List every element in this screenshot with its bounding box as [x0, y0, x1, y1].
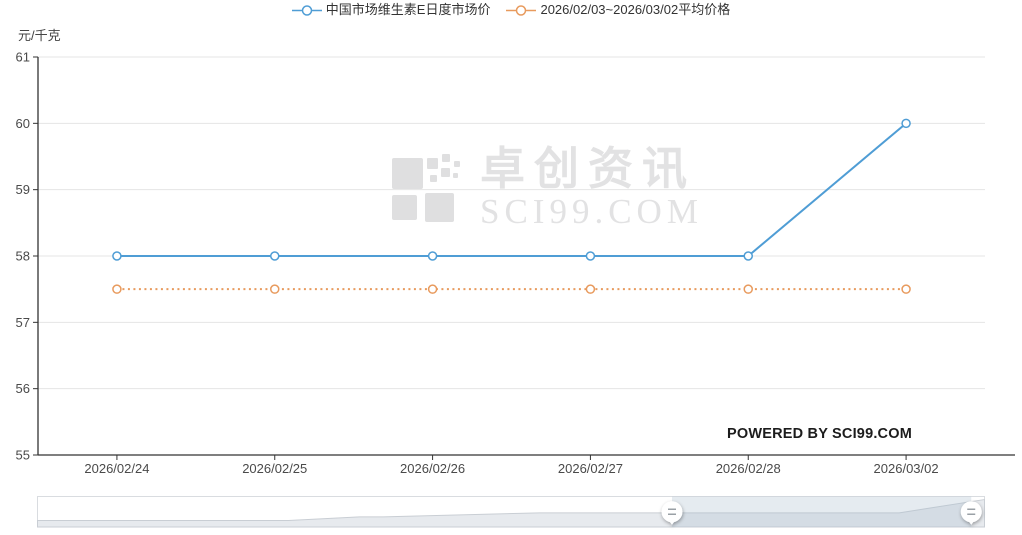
- svg-text:2026/03/02: 2026/03/02: [874, 461, 939, 476]
- legend-label-average-price: 2026/02/03~2026/03/02平均价格: [540, 2, 731, 17]
- svg-text:2026/02/27: 2026/02/27: [558, 461, 623, 476]
- nav-handle-right[interactable]: [960, 501, 982, 525]
- plot-area[interactable]: [38, 57, 985, 455]
- navigator-selected-range[interactable]: [671, 496, 972, 528]
- svg-text:2026/02/28: 2026/02/28: [716, 461, 781, 476]
- line-circle-marker-icon: [506, 4, 537, 16]
- nav-handle-left[interactable]: [661, 501, 683, 525]
- svg-text:2026/02/26: 2026/02/26: [400, 461, 465, 476]
- svg-text:2026/02/24: 2026/02/24: [84, 461, 149, 476]
- svg-text:55: 55: [16, 448, 30, 463]
- svg-text:61: 61: [16, 50, 30, 65]
- svg-text:2026/02/25: 2026/02/25: [242, 461, 307, 476]
- svg-text:58: 58: [16, 249, 30, 264]
- svg-text:57: 57: [16, 315, 30, 330]
- svg-text:56: 56: [16, 381, 30, 396]
- y-axis-unit-label: 元/千克: [18, 28, 61, 43]
- svg-text:59: 59: [16, 182, 30, 197]
- x-axis-labels: 2026/02/24 2026/02/25 2026/02/26 2026/02/27…: [84, 455, 939, 476]
- y-axis-labels: 55 56 57 58 59 60 61: [16, 50, 38, 463]
- line-circle-marker-icon: [291, 4, 322, 16]
- powered-by-label: POWERED BY SCI99.COM: [726, 426, 912, 442]
- legend-label-daily-price: 中国市场维生素E日度市场价: [325, 2, 491, 17]
- legend: 中国市场维生素E日度市场价 2026/02/03~2026/03/02平均价格: [0, 2, 1022, 18]
- legend-item-average-price[interactable]: 2026/02/03~2026/03/02平均价格: [506, 2, 730, 18]
- svg-text:60: 60: [16, 116, 30, 131]
- legend-item-daily-price[interactable]: 中国市场维生素E日度市场价: [291, 2, 491, 18]
